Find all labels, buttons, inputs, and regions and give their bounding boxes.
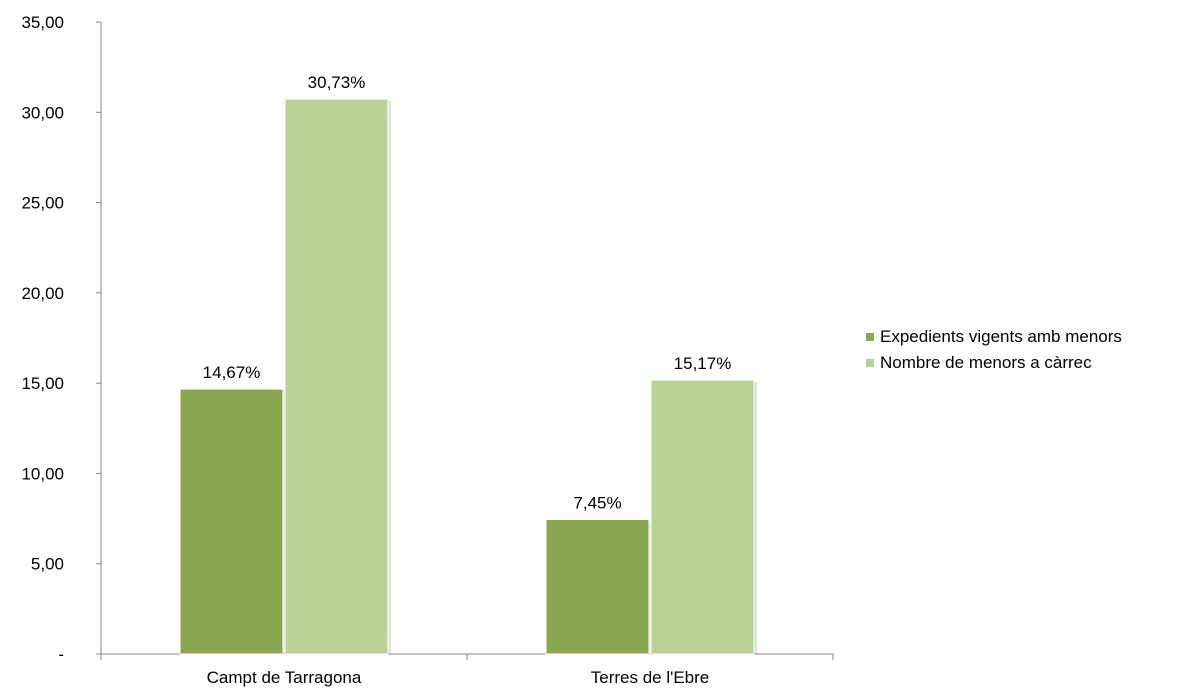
legend-item-series-2: Nombre de menors a càrrec xyxy=(866,350,1122,376)
y-tick-label: 20,00 xyxy=(21,284,64,303)
bar xyxy=(179,388,284,655)
data-label: 7,45% xyxy=(573,493,621,512)
y-tick-label: 10,00 xyxy=(21,464,64,483)
bar xyxy=(650,379,755,655)
y-axis-ticks: - 5,00 10,00 15,00 20,00 25,00 30,00 35,00 xyxy=(21,13,101,664)
bar xyxy=(284,98,389,655)
y-tick-label: 25,00 xyxy=(21,194,64,213)
bar xyxy=(545,518,650,655)
data-label: 14,67% xyxy=(203,363,261,382)
legend: Expedients vigents amb menors Nombre de … xyxy=(866,324,1122,376)
y-tick-label: 15,00 xyxy=(21,374,64,393)
legend-swatch-series-1 xyxy=(866,333,874,341)
y-tick-label: 5,00 xyxy=(31,555,64,574)
legend-label-series-1: Expedients vigents amb menors xyxy=(880,327,1122,346)
x-tick-label: Terres de l'Ebre xyxy=(591,668,710,687)
data-label: 15,17% xyxy=(674,354,732,373)
y-tick-label: - xyxy=(58,645,64,664)
legend-item-series-1: Expedients vigents amb menors xyxy=(866,324,1122,350)
x-axis-labels: Campt de Tarragona Terres de l'Ebre xyxy=(100,654,834,687)
y-tick-label: 30,00 xyxy=(21,103,64,122)
legend-label-series-2: Nombre de menors a càrrec xyxy=(880,353,1092,372)
data-label: 30,73% xyxy=(308,73,366,92)
y-tick-label: 35,00 xyxy=(21,13,64,32)
bars: 14,67% 30,73% 7,45% 15,17% xyxy=(179,73,757,655)
legend-swatch-series-2 xyxy=(866,359,874,367)
x-tick-label: Campt de Tarragona xyxy=(207,668,362,687)
